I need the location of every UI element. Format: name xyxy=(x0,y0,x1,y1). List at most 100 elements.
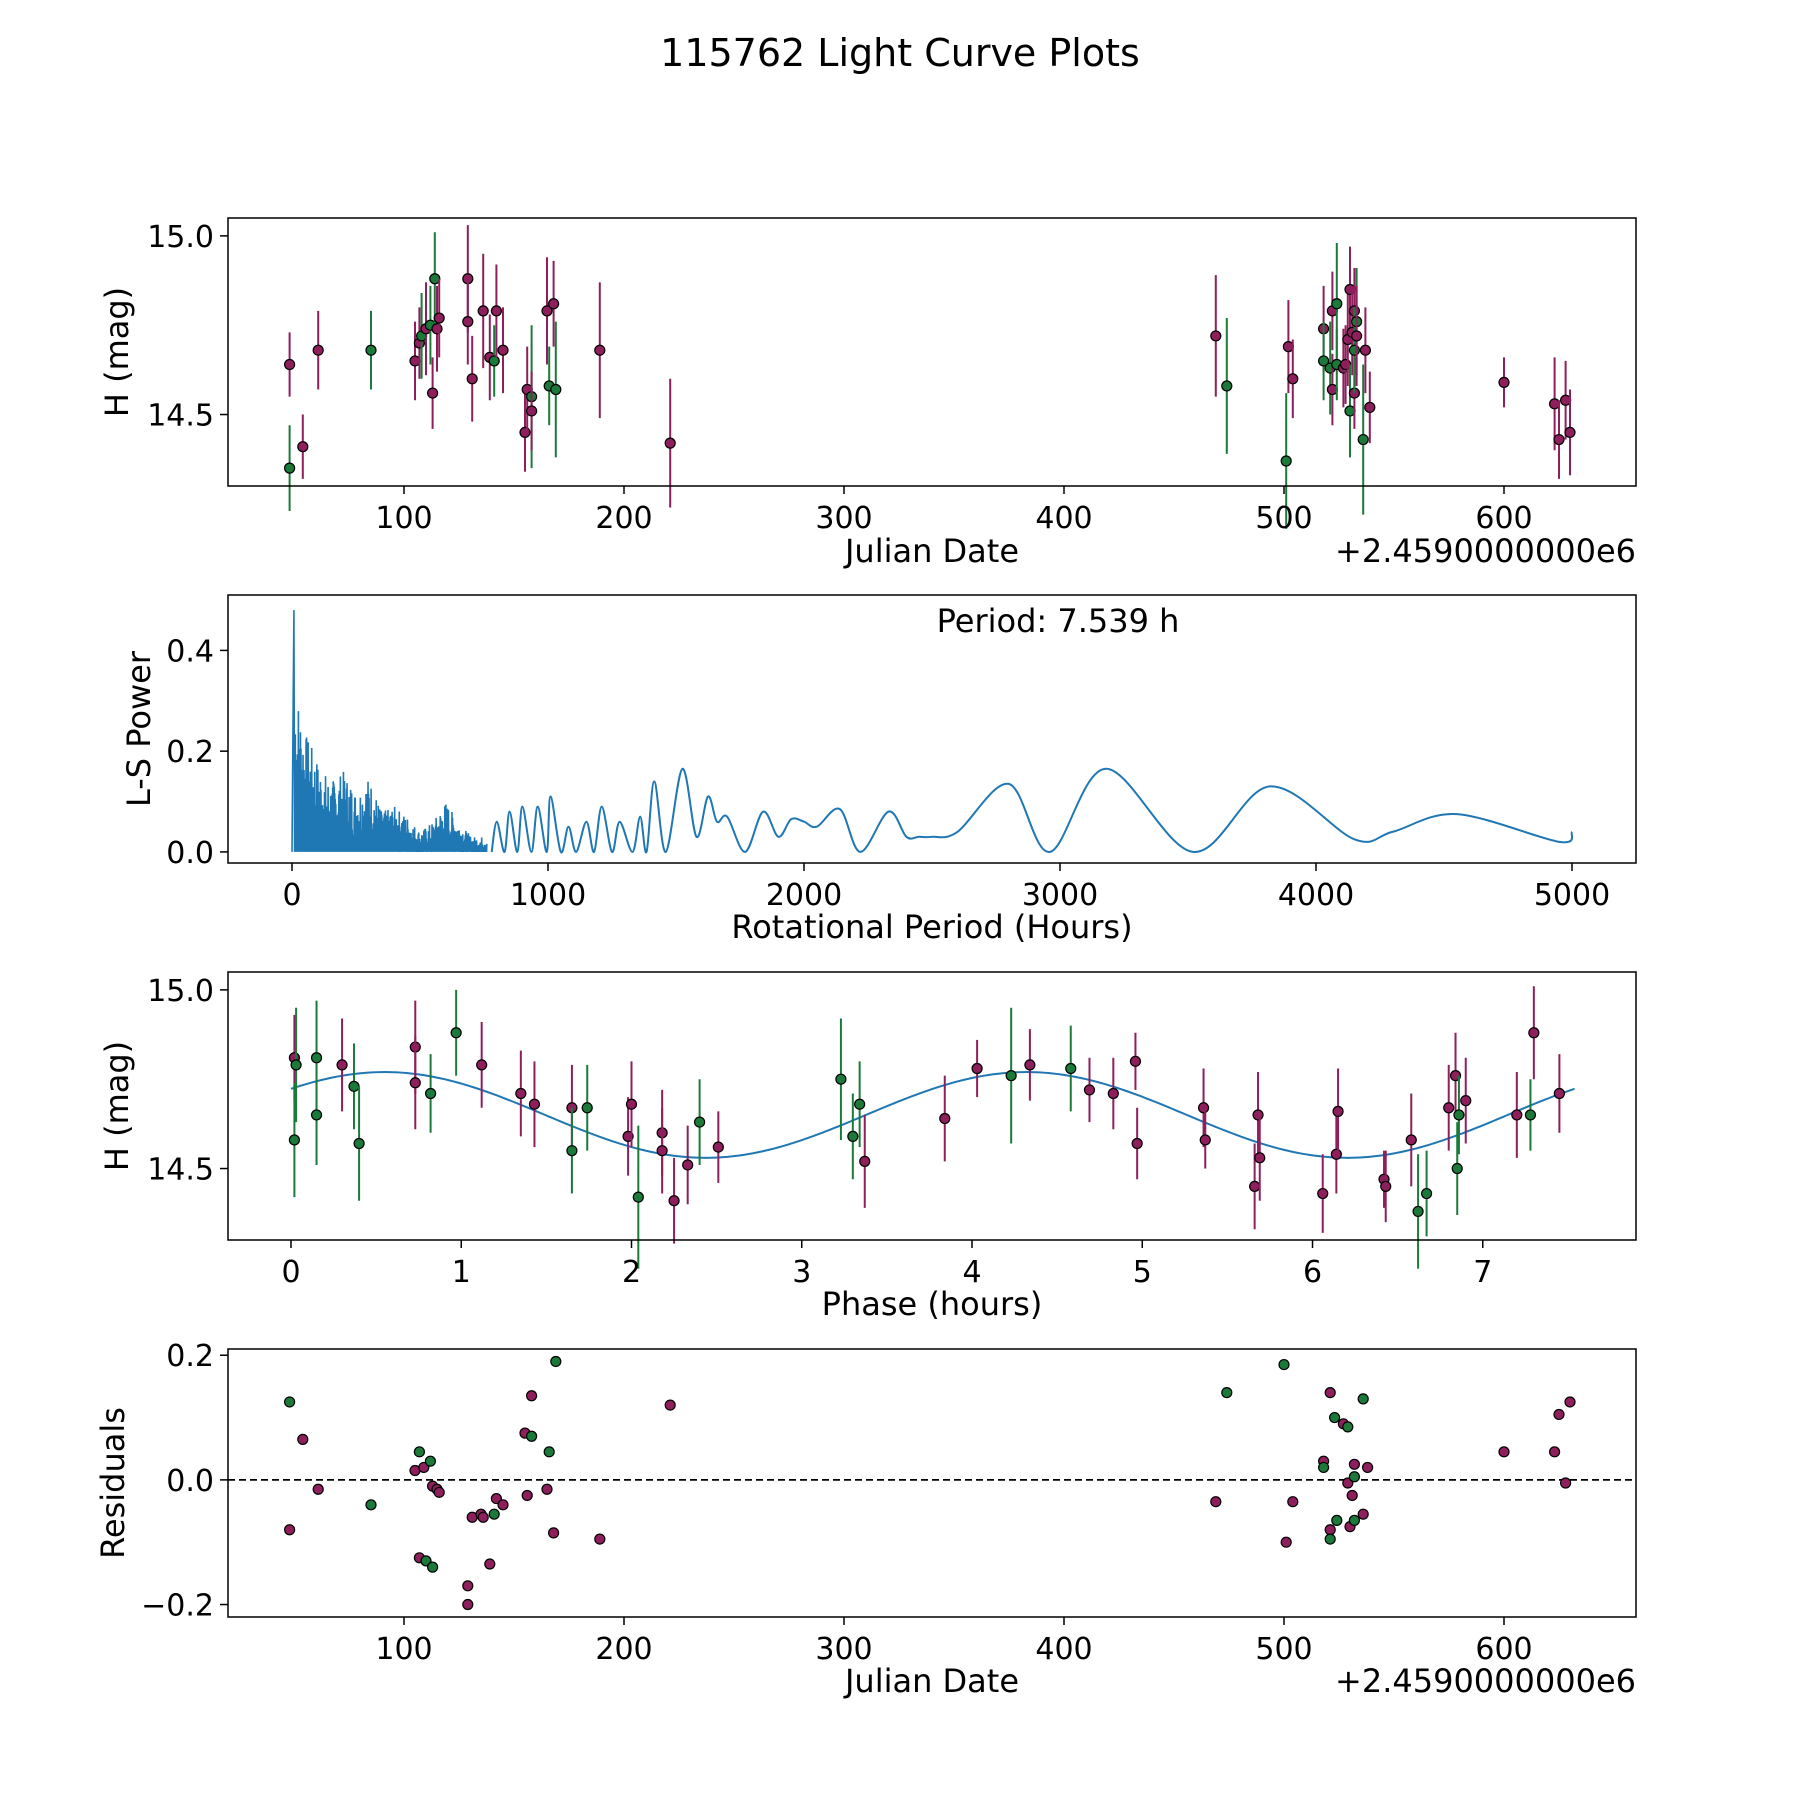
phased-point xyxy=(581,1102,593,1114)
phased-point xyxy=(694,1116,706,1128)
residuals-xtick-label: 400 xyxy=(1035,1632,1092,1667)
periodogram-xtick-label: 0 xyxy=(282,878,301,913)
residuals-point xyxy=(462,1598,474,1611)
periodogram-x-ticks: 0 1000 2000 3000 4000 5000 xyxy=(282,863,1610,913)
residuals-point xyxy=(284,1524,296,1536)
periodogram-frame xyxy=(227,594,1637,864)
phased-ytick-label: 14.5 xyxy=(147,1153,214,1188)
phased-point xyxy=(1197,1102,1210,1114)
lightcurve-point xyxy=(550,383,562,396)
lightcurve-point xyxy=(1331,298,1343,310)
phased-point xyxy=(1451,1162,1463,1175)
phased-point xyxy=(336,1059,348,1071)
phased-point xyxy=(528,1098,541,1110)
residuals-point xyxy=(497,1499,509,1511)
residuals-ytick-label: 0.2 xyxy=(166,1339,214,1374)
phased-xtick-label: 6 xyxy=(1303,1255,1322,1290)
phased-point xyxy=(1528,1027,1540,1039)
periodogram-xtick-label: 5000 xyxy=(1534,878,1610,913)
phased-point xyxy=(971,1062,983,1075)
residuals-point xyxy=(525,1430,538,1442)
residuals-xtick-label: 100 xyxy=(375,1632,432,1667)
phased-point xyxy=(1453,1109,1465,1121)
periodogram-ytick-label: 0.2 xyxy=(166,735,214,770)
periodogram-noise-series xyxy=(291,610,488,852)
residuals-point xyxy=(427,1561,439,1573)
phased-point xyxy=(859,1155,871,1167)
figure-title: 115762 Light Curve Plots xyxy=(660,31,1140,75)
residuals-point xyxy=(1328,1411,1341,1424)
residuals-point xyxy=(1548,1446,1561,1458)
phased-point xyxy=(310,1109,323,1121)
lightcurve-point xyxy=(1210,330,1222,342)
phased-point xyxy=(1252,1109,1264,1121)
residuals-point xyxy=(594,1533,606,1545)
residuals-point xyxy=(525,1390,538,1402)
lightcurve-point xyxy=(284,358,296,371)
lightcurve-point xyxy=(462,316,474,328)
phased-point xyxy=(476,1059,488,1071)
periodogram-xlabel: Rotational Period (Hours) xyxy=(731,908,1132,946)
phased-point xyxy=(682,1159,694,1171)
lightcurve-y-ticks: 15.0 14.5 xyxy=(147,220,228,434)
residuals-point xyxy=(284,1396,296,1408)
residuals-point xyxy=(1324,1524,1336,1536)
phased-fit-line xyxy=(290,1071,1575,1159)
residuals-point xyxy=(1324,1387,1336,1399)
lightcurve-offset-text: +2.4590000000e6 xyxy=(1335,532,1636,570)
lightcurve-points xyxy=(284,225,1576,529)
lightcurve-point xyxy=(477,305,489,317)
phased-point xyxy=(1412,1205,1424,1218)
phased-xtick-label: 7 xyxy=(1473,1255,1492,1290)
phased-panel: 0 1 2 3 4 5 6 7 15.0 14.5 Phase (hours) H (mag) xyxy=(98,971,1637,1323)
phased-point xyxy=(1254,1152,1266,1164)
phased-point xyxy=(310,1052,323,1064)
residuals-point xyxy=(477,1511,489,1523)
lightcurve-point xyxy=(466,373,478,385)
phased-point xyxy=(854,1098,866,1110)
residuals-point xyxy=(1346,1489,1358,1502)
residuals-frame xyxy=(227,1348,1637,1618)
residuals-point xyxy=(1559,1477,1572,1489)
phased-point xyxy=(566,1145,578,1157)
phased-fit-curve xyxy=(290,1071,1575,1159)
phased-xtick-label: 1 xyxy=(452,1255,471,1290)
residuals-xtick-label: 200 xyxy=(595,1632,652,1667)
phased-point xyxy=(625,1098,638,1110)
phased-point xyxy=(1332,1105,1344,1117)
lightcurve-point xyxy=(427,387,439,399)
residuals-point xyxy=(1324,1533,1336,1545)
phased-point xyxy=(515,1087,527,1100)
phased-point xyxy=(632,1191,644,1203)
periodogram-ytick-label: 0.0 xyxy=(166,836,214,871)
residuals-point xyxy=(1287,1496,1299,1508)
lightcurve-point xyxy=(490,305,502,317)
lightcurve-point xyxy=(1553,433,1565,446)
residuals-point xyxy=(312,1483,324,1495)
phased-point xyxy=(1460,1095,1472,1107)
phased-point xyxy=(288,1134,300,1146)
residuals-panel: 100 200 300 400 500 600 0.2 0.0 −0.2 Julian Dat… xyxy=(94,1339,1637,1700)
lightcurve-point xyxy=(297,441,309,453)
residuals-point xyxy=(365,1499,377,1511)
residuals-xtick-label: 300 xyxy=(815,1632,872,1667)
phased-point xyxy=(1199,1134,1211,1146)
residuals-point xyxy=(1348,1471,1361,1483)
phased-point xyxy=(425,1087,437,1100)
periodogram-panel: 0 1000 2000 3000 4000 5000 0.0 0.2 0.4 Period: … xyxy=(120,594,1637,946)
residuals-point xyxy=(1361,1461,1374,1474)
residuals-point xyxy=(1331,1514,1343,1526)
phased-point xyxy=(1065,1062,1077,1075)
phased-point xyxy=(668,1195,680,1207)
residuals-xtick-label: 500 xyxy=(1255,1632,1312,1667)
lightcurve-xtick-label: 200 xyxy=(595,501,652,536)
lightcurve-point xyxy=(525,405,538,417)
periodogram-xtick-label: 1000 xyxy=(510,878,586,913)
residuals-point xyxy=(1357,1393,1369,1405)
residuals-point xyxy=(1498,1446,1510,1458)
lightcurve-xlabel: Julian Date xyxy=(843,532,1019,570)
lightcurve-point xyxy=(431,323,443,335)
residuals-point xyxy=(462,1580,474,1592)
periodogram-smooth-series xyxy=(490,767,1574,854)
